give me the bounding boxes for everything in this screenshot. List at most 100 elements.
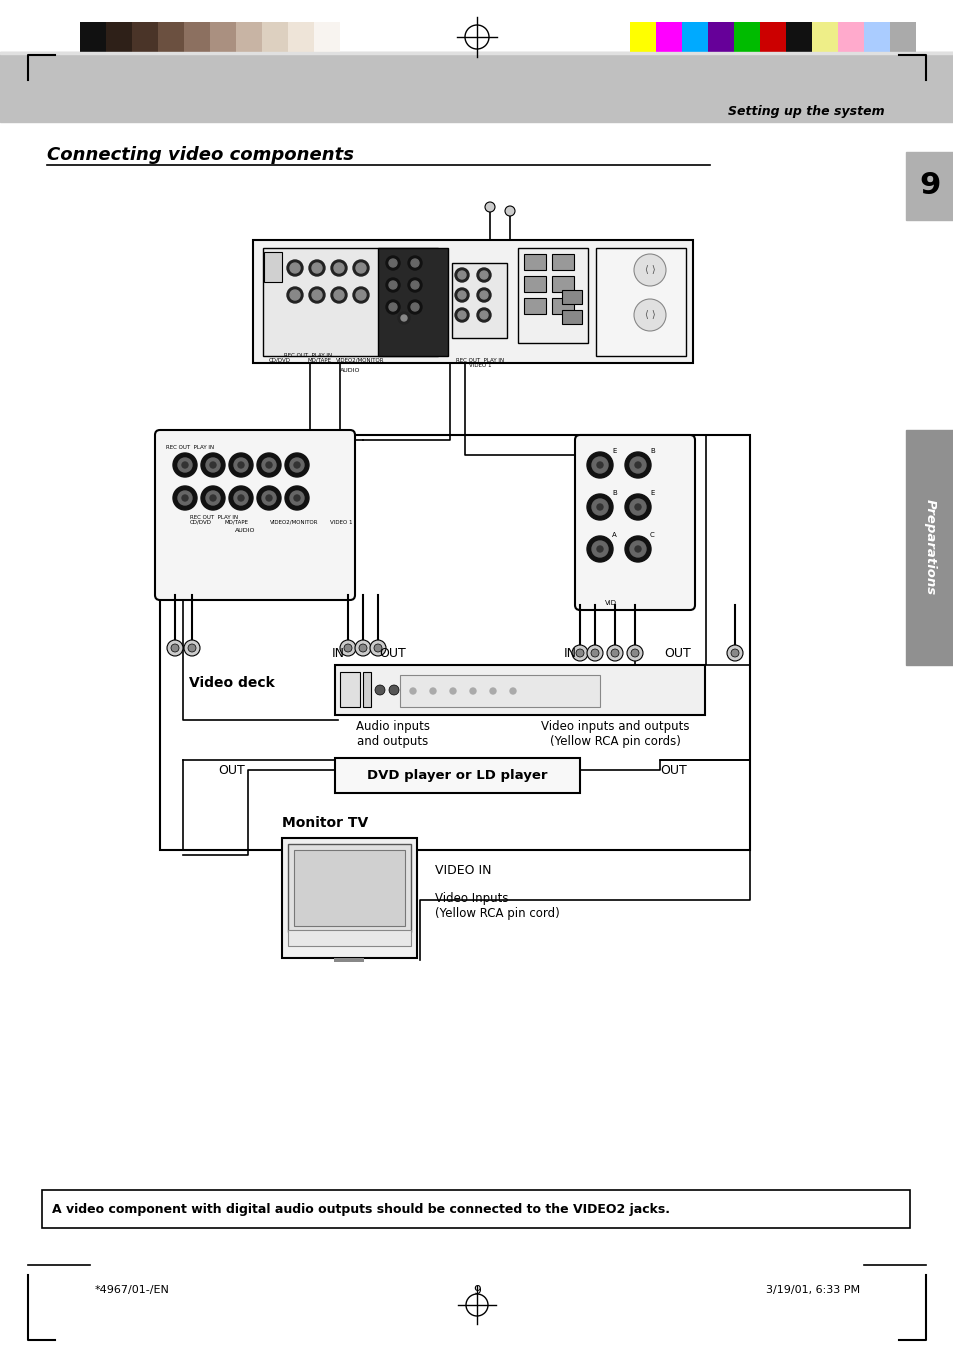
Bar — [235, 22, 262, 51]
Circle shape — [237, 494, 244, 501]
Circle shape — [206, 458, 220, 471]
Circle shape — [450, 688, 456, 694]
Circle shape — [455, 308, 469, 322]
Circle shape — [597, 462, 602, 467]
Circle shape — [590, 648, 598, 657]
Circle shape — [629, 457, 645, 473]
Bar — [905, 430, 953, 665]
Circle shape — [266, 494, 272, 501]
Text: DVD player or LD player: DVD player or LD player — [367, 769, 547, 782]
Circle shape — [586, 494, 613, 520]
Circle shape — [730, 648, 739, 657]
Bar — [707, 22, 733, 51]
Bar — [517, 249, 587, 343]
Circle shape — [586, 644, 602, 661]
Circle shape — [389, 685, 398, 694]
Circle shape — [210, 494, 215, 501]
Circle shape — [374, 644, 381, 653]
Text: VIDEO 1: VIDEO 1 — [330, 520, 352, 526]
Bar — [785, 22, 811, 51]
Circle shape — [592, 540, 607, 557]
Circle shape — [455, 267, 469, 282]
Circle shape — [182, 462, 188, 467]
Bar — [363, 671, 371, 707]
Circle shape — [206, 490, 220, 505]
Text: 3/19/01, 6:33 PM: 3/19/01, 6:33 PM — [765, 1285, 859, 1296]
Circle shape — [504, 205, 515, 216]
Circle shape — [201, 486, 225, 509]
FancyBboxPatch shape — [154, 430, 355, 600]
Circle shape — [586, 453, 613, 478]
Text: E: E — [649, 490, 654, 496]
Circle shape — [635, 462, 640, 467]
Circle shape — [312, 290, 322, 300]
Text: OUT: OUT — [379, 647, 406, 661]
Bar — [733, 22, 760, 51]
Circle shape — [597, 546, 602, 553]
Bar — [106, 22, 132, 51]
Bar — [263, 249, 437, 357]
Circle shape — [290, 458, 304, 471]
Bar — [339, 671, 359, 707]
Circle shape — [630, 648, 639, 657]
Circle shape — [229, 486, 253, 509]
Text: Preparations: Preparations — [923, 500, 936, 596]
Bar — [288, 844, 411, 932]
Bar — [552, 299, 574, 313]
Bar — [905, 153, 953, 220]
Circle shape — [610, 648, 618, 657]
Circle shape — [290, 290, 299, 300]
Circle shape — [355, 290, 366, 300]
Bar — [377, 249, 448, 357]
Text: REC OUT  PLAY IN: REC OUT PLAY IN — [166, 444, 213, 450]
Text: VIDEO2/MONITOR: VIDEO2/MONITOR — [270, 520, 318, 526]
Circle shape — [389, 303, 396, 311]
Bar — [561, 309, 581, 324]
Circle shape — [334, 263, 344, 273]
Circle shape — [309, 259, 325, 276]
Circle shape — [262, 490, 275, 505]
Circle shape — [178, 490, 192, 505]
Bar — [0, 51, 953, 54]
FancyBboxPatch shape — [575, 435, 695, 611]
Circle shape — [266, 462, 272, 467]
Circle shape — [597, 504, 602, 509]
Text: MD/TAPE: MD/TAPE — [225, 520, 249, 526]
Circle shape — [397, 312, 410, 324]
Bar — [889, 22, 915, 51]
Circle shape — [229, 453, 253, 477]
Text: OUT: OUT — [659, 763, 686, 777]
Circle shape — [408, 278, 421, 292]
Circle shape — [167, 640, 183, 657]
Circle shape — [430, 688, 436, 694]
Circle shape — [455, 288, 469, 303]
Circle shape — [184, 640, 200, 657]
Text: MD/TAPE: MD/TAPE — [308, 358, 332, 363]
Bar — [132, 22, 158, 51]
Circle shape — [411, 303, 418, 311]
Bar — [399, 676, 599, 707]
Bar — [264, 253, 282, 282]
Circle shape — [256, 453, 281, 477]
Circle shape — [726, 644, 742, 661]
Circle shape — [476, 267, 491, 282]
Circle shape — [411, 259, 418, 267]
Text: E: E — [612, 449, 616, 454]
Bar — [760, 22, 785, 51]
Circle shape — [172, 453, 196, 477]
Text: CD/DVD: CD/DVD — [269, 358, 291, 363]
Bar — [452, 263, 506, 338]
Circle shape — [355, 640, 371, 657]
Text: ⟨ ⟩: ⟨ ⟩ — [644, 265, 655, 276]
Text: IN: IN — [563, 647, 576, 661]
Bar — [629, 22, 656, 51]
Circle shape — [344, 644, 352, 653]
Circle shape — [331, 286, 347, 303]
Text: Video inputs and outputs
(Yellow RCA pin cords): Video inputs and outputs (Yellow RCA pin… — [540, 720, 688, 748]
Circle shape — [457, 290, 465, 299]
Circle shape — [210, 462, 215, 467]
Bar — [80, 22, 106, 51]
Circle shape — [285, 486, 309, 509]
Circle shape — [635, 546, 640, 553]
Bar — [184, 22, 210, 51]
